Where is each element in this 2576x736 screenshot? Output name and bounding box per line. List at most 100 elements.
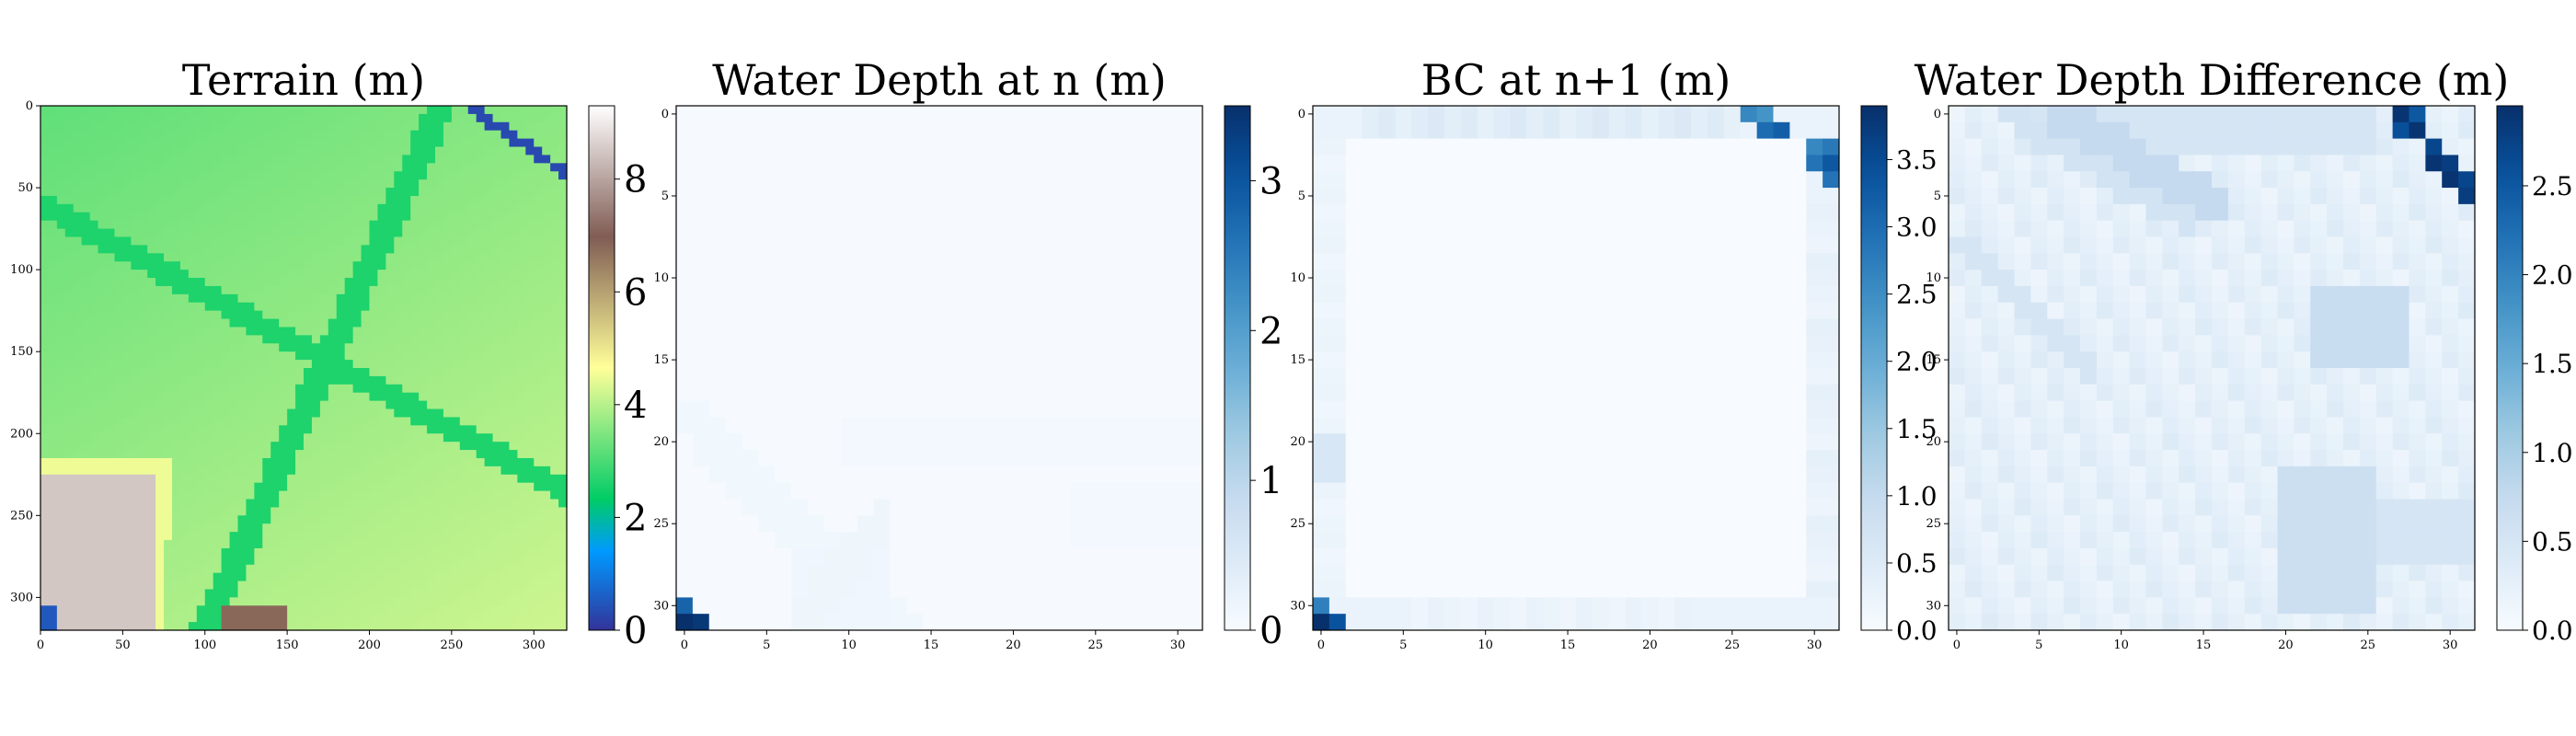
terrain-cell [56,245,66,254]
terrain-cell [304,368,313,377]
terrain-cell [443,614,453,623]
terrain-cell [534,384,543,394]
terrain-cell [73,515,83,524]
terrain-cell [402,597,411,606]
heatmap-cell [1071,433,1088,451]
terrain-cell [131,121,140,132]
terrain-cell [237,113,247,123]
terrain-cell [270,146,280,156]
terrain-cell [492,212,502,222]
terrain-cell [328,360,338,369]
terrain-cell [328,106,338,115]
terrain-cell [237,302,247,312]
terrain-cell [122,270,132,279]
terrain-cell [147,228,156,238]
heatmap-cell [692,318,710,336]
terrain-cell [525,507,535,516]
terrain-cell [98,540,108,549]
terrain-cell [81,408,91,419]
terrain-cell [500,285,511,295]
terrain-cell [56,163,66,172]
terrain-cell [492,228,502,238]
terrain-cell [295,179,305,189]
terrain-cell [509,360,518,369]
heatmap-cell [823,253,842,270]
terrain-cell [369,466,379,476]
heatmap-cell [890,433,907,451]
heatmap-cell [1153,450,1170,467]
terrain-cell [443,138,453,148]
terrain-cell [114,261,123,270]
terrain-cell [336,433,346,443]
terrain-cell [377,556,386,566]
terrain-cell [459,138,469,148]
terrain-cell [484,523,494,533]
terrain-cell [179,499,190,509]
terrain-cell [459,532,469,541]
terrain-cell [427,425,436,434]
terrain-cell [196,253,206,262]
terrain-cell [254,130,263,140]
terrain-cell [139,343,148,352]
terrain-cell [229,572,239,582]
terrain-cell [509,113,518,123]
heatmap-cell [890,384,907,402]
terrain-cell [56,351,66,361]
terrain-cell [213,490,223,500]
terrain-cell [500,384,511,394]
terrain-cell [459,203,469,213]
terrain-cell [106,605,116,615]
terrain-cell [131,572,140,582]
heatmap-cell [1038,121,1055,140]
terrain-cell [262,327,271,336]
terrain-cell [492,532,502,541]
terrain-cell [419,515,428,524]
terrain-cell [237,392,247,402]
terrain-cell [328,425,338,434]
terrain-cell [304,605,313,615]
terrain-cell [304,360,313,369]
terrain-cell [73,450,83,459]
terrain-cell [270,261,280,270]
terrain-cell [361,523,371,533]
heatmap-cell [1120,368,1138,385]
terrain-cell [179,351,190,361]
terrain-cell [476,163,486,172]
terrain-cell [179,442,190,451]
terrain-cell [204,375,214,385]
terrain-cell [451,228,461,238]
terrain-cell [246,368,255,377]
heatmap-cell [1087,351,1105,369]
terrain-cell [246,203,255,213]
terrain-cell [394,605,403,615]
terrain-cell [377,400,386,410]
terrain-cell [492,360,502,369]
terrain-cell [443,360,453,369]
terrain-cell [419,572,428,582]
terrain-cell [419,605,428,615]
terrain-cell [287,212,296,222]
terrain-cell [534,433,543,443]
terrain-cell [419,171,428,180]
terrain-cell [476,343,486,352]
terrain-cell [336,392,346,402]
heatmap-cell [939,482,957,500]
terrain-cell [48,113,58,123]
terrain-cell [98,212,108,222]
terrain-cell [352,515,362,524]
heatmap-cell [1120,400,1138,418]
terrain-cell [213,384,223,394]
terrain-cell [311,220,321,230]
terrain-cell [254,228,263,238]
heatmap-cell [1103,203,1121,222]
terrain-cell [484,278,494,287]
terrain-cell [89,351,99,361]
terrain-cell [534,466,543,476]
heatmap-cell [906,220,924,237]
terrain-cell [188,293,198,304]
terrain-cell [98,155,108,164]
terrain-cell [509,589,518,598]
terrain-cell [295,572,305,582]
terrain-cell [81,564,91,574]
terrain-cell [558,236,568,247]
